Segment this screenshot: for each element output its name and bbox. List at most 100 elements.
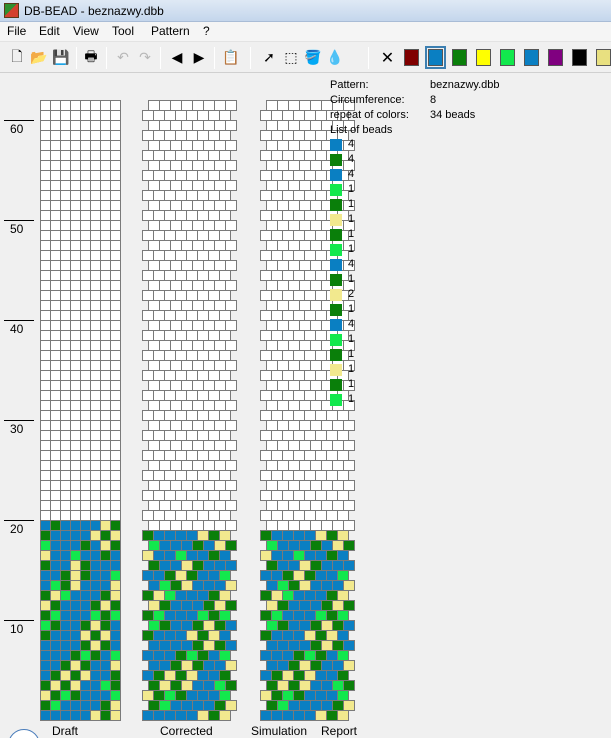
bead-cell[interactable] (219, 710, 231, 721)
bead-cell[interactable] (224, 680, 237, 691)
bead-cell[interactable] (224, 140, 237, 151)
bead-cell[interactable] (110, 630, 121, 641)
select-rect-icon[interactable]: ⬚ (284, 50, 298, 66)
bead-cell[interactable] (219, 690, 231, 701)
bead-cell[interactable] (224, 520, 237, 531)
bead-cell[interactable] (110, 310, 121, 321)
bead-cell[interactable] (219, 150, 231, 161)
bead-cell[interactable] (337, 610, 349, 621)
bead-cell[interactable] (342, 480, 355, 491)
palette-color-swatch[interactable] (500, 49, 515, 66)
eraser-color-swatch[interactable]: ✕ (380, 48, 395, 67)
menu-view[interactable]: View (73, 24, 99, 38)
bead-cell[interactable] (337, 670, 349, 681)
bead-cell[interactable] (224, 600, 237, 611)
view-label-corrected[interactable]: Corrected (160, 724, 213, 738)
paste-icon[interactable]: 📋 (222, 50, 240, 66)
bead-cell[interactable] (110, 350, 121, 361)
bead-cell[interactable] (224, 620, 237, 631)
bead-cell[interactable] (110, 420, 121, 431)
bead-cell[interactable] (219, 390, 231, 401)
bead-cell[interactable] (219, 450, 231, 461)
bead-cell[interactable] (110, 100, 121, 111)
palette-color-swatch[interactable] (548, 49, 563, 66)
bead-cell[interactable] (219, 370, 231, 381)
bead-cell[interactable] (110, 530, 121, 541)
arrow-left-icon[interactable]: ◀ (171, 50, 183, 66)
bead-cell[interactable] (342, 420, 355, 431)
bead-cell[interactable] (110, 140, 121, 151)
bead-cell[interactable] (337, 690, 349, 701)
bead-cell[interactable] (219, 430, 231, 441)
bead-cell[interactable] (110, 610, 121, 621)
bead-cell[interactable] (110, 270, 121, 281)
bead-cell[interactable] (224, 360, 237, 371)
bead-cell[interactable] (110, 460, 121, 471)
bead-cell[interactable] (110, 490, 121, 501)
bead-cell[interactable] (110, 370, 121, 381)
open-folder-icon[interactable]: 📂 (30, 50, 48, 66)
bead-cell[interactable] (219, 250, 231, 261)
bead-cell[interactable] (342, 620, 355, 631)
bead-cell[interactable] (224, 700, 237, 711)
bead-cell[interactable] (110, 570, 121, 581)
bead-cell[interactable] (110, 590, 121, 601)
bead-cell[interactable] (110, 640, 121, 651)
bead-cell[interactable] (337, 450, 349, 461)
bead-cell[interactable] (337, 590, 349, 601)
bead-cell[interactable] (219, 570, 231, 581)
bead-cell[interactable] (110, 450, 121, 461)
bead-cell[interactable] (337, 550, 349, 561)
bead-cell[interactable] (342, 440, 355, 451)
bead-cell[interactable] (224, 560, 237, 571)
bead-cell[interactable] (224, 500, 237, 511)
bead-cell[interactable] (224, 160, 237, 171)
bead-cell[interactable] (224, 660, 237, 671)
bead-cell[interactable] (337, 530, 349, 541)
bead-cell[interactable] (342, 560, 355, 571)
bead-cell[interactable] (224, 200, 237, 211)
bead-cell[interactable] (224, 240, 237, 251)
bead-cell[interactable] (219, 130, 231, 141)
bead-cell[interactable] (337, 470, 349, 481)
view-label-draft[interactable]: Draft (52, 724, 79, 738)
bead-cell[interactable] (110, 680, 121, 691)
bead-cell[interactable] (224, 440, 237, 451)
pointer-icon[interactable]: ➚ (263, 50, 275, 66)
bead-cell[interactable] (110, 290, 121, 301)
bead-cell[interactable] (337, 630, 349, 641)
bead-cell[interactable] (224, 640, 237, 651)
bead-cell[interactable] (342, 520, 355, 531)
bead-cell[interactable] (224, 320, 237, 331)
palette-color-swatch[interactable] (404, 49, 419, 66)
bead-cell[interactable] (219, 530, 231, 541)
bead-cell[interactable] (224, 480, 237, 491)
bead-cell[interactable] (224, 400, 237, 411)
bead-cell[interactable] (219, 630, 231, 641)
bead-cell[interactable] (342, 680, 355, 691)
bead-cell[interactable] (337, 490, 349, 501)
bead-cell[interactable] (110, 160, 121, 171)
bead-cell[interactable] (110, 540, 121, 551)
bead-cell[interactable] (219, 410, 231, 421)
bead-cell[interactable] (219, 330, 231, 341)
menu-help[interactable]: ? (203, 24, 210, 38)
bead-cell[interactable] (219, 470, 231, 481)
bead-cell[interactable] (224, 580, 237, 591)
bead-cell[interactable] (342, 460, 355, 471)
bead-cell[interactable] (342, 660, 355, 671)
bead-cell[interactable] (110, 180, 121, 191)
bead-cell[interactable] (219, 610, 231, 621)
bead-cell[interactable] (110, 340, 121, 351)
bead-cell[interactable] (110, 710, 121, 721)
menu-tool[interactable]: Tool (112, 24, 135, 38)
print-icon[interactable]: 🖶 (84, 49, 98, 65)
view-label-report[interactable]: Report (321, 724, 358, 738)
menu-pattern[interactable]: Pattern (151, 24, 190, 38)
bead-cell[interactable] (110, 170, 121, 181)
eyedropper-icon[interactable]: 💧 (326, 50, 344, 66)
view-label-simulation[interactable]: Simulation (251, 724, 308, 738)
bead-cell[interactable] (342, 500, 355, 511)
save-icon[interactable]: 💾 (52, 50, 70, 66)
bead-cell[interactable] (219, 290, 231, 301)
